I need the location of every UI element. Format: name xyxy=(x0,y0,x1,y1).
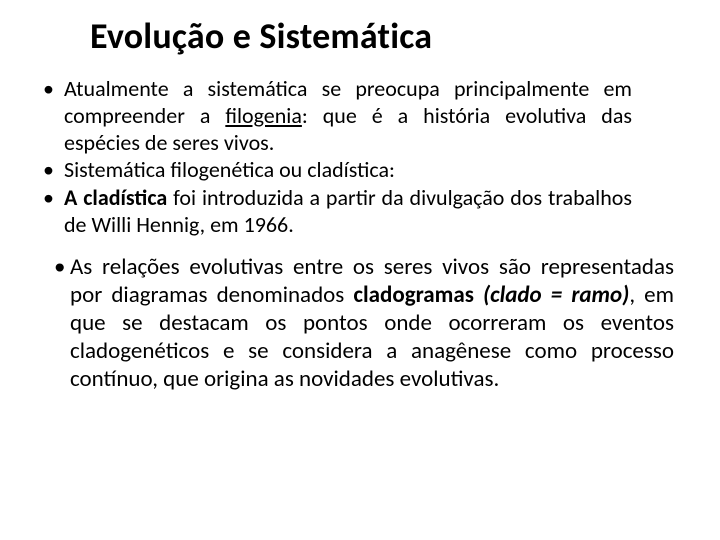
bullet-3-bold: A cladística xyxy=(64,184,167,211)
bullet-2: Sistemática filogenética ou cladística: xyxy=(38,157,682,184)
bullet-1-underline: filogenia xyxy=(225,102,302,129)
slide-title: Evolução e Sistemática xyxy=(90,14,682,58)
paragraph-bold-term: cladogramas xyxy=(353,281,474,309)
bullet-1: Atualmente a sistemática se preocupa pri… xyxy=(38,76,682,156)
bullet-list: Atualmente a sistemática se preocupa pri… xyxy=(38,76,682,239)
paragraph-block: • As relações evolutivas entre os seres … xyxy=(38,253,682,393)
paragraph-italic-bold: (clado = ramo) xyxy=(474,281,629,309)
paragraph-bullet-dot: • xyxy=(54,253,65,281)
bullet-3: A cladística foi introduzida a partir da… xyxy=(38,185,682,239)
